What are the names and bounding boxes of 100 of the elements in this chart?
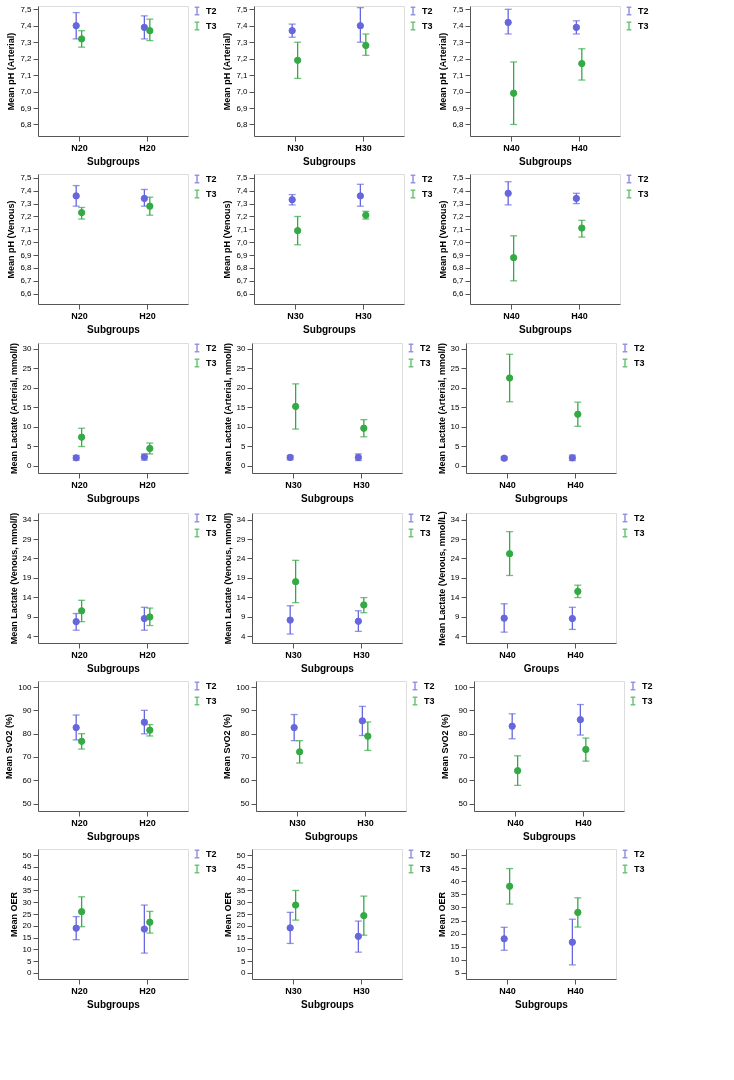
legend-label: T3 — [642, 696, 653, 706]
y-tick-label: 25 — [236, 909, 247, 919]
y-tick-label: 4 — [455, 631, 461, 641]
x-tick-label: H20 — [139, 649, 156, 660]
y-tick-label: 9 — [455, 612, 461, 622]
y-tick-label: 5 — [241, 441, 247, 451]
legend-label: T3 — [206, 528, 217, 538]
x-tick-label: H30 — [353, 479, 370, 490]
legend-label: T3 — [420, 864, 431, 874]
x-axis-title: Subgroups — [303, 155, 357, 167]
y-tick-label: 25 — [236, 363, 247, 373]
y-tick-label: 7,3 — [236, 37, 249, 47]
y-tick-label: 7,2 — [236, 54, 249, 64]
x-axis-title: Subgroups — [87, 155, 141, 167]
x-axis-title: Subgroups — [303, 323, 357, 335]
x-tick-label: H40 — [567, 649, 584, 660]
y-tick-label: 6,7 — [20, 276, 33, 286]
y-tick-label: 24 — [22, 553, 33, 563]
y-tick-label: 5 — [455, 441, 461, 451]
y-tick-label: 4 — [27, 631, 33, 641]
y-tick-label: 0 — [27, 968, 33, 978]
y-axis-title: Mean Lactate (Venous, mmol/l) — [8, 512, 19, 645]
y-tick-label: 15 — [450, 942, 461, 952]
y-tick-label: 7,3 — [20, 37, 33, 47]
y-tick-label: 6,9 — [452, 103, 465, 113]
x-tick-label: N40 — [503, 142, 520, 153]
legend-label: T3 — [206, 189, 217, 199]
x-axis-title: Subgroups — [301, 492, 355, 504]
y-tick-label: 29 — [22, 534, 33, 544]
x-axis-title: Subgroups — [519, 323, 573, 335]
x-tick-label: N40 — [507, 817, 524, 828]
y-tick-label: 7,2 — [20, 54, 33, 64]
y-axis-title: Mean Lactate (Arterial, mmol/l) — [222, 342, 233, 475]
y-tick-label: 0 — [27, 461, 33, 471]
y-tick-label: 7,1 — [452, 224, 465, 234]
y-tick-label: 30 — [22, 344, 33, 354]
legend-label: T2 — [206, 681, 217, 691]
x-tick-label: N20 — [71, 142, 88, 153]
x-tick-label: H40 — [571, 142, 588, 153]
y-axis-title: Mean Lactate (Venous, mmol/L) — [436, 511, 447, 646]
y-tick-label: 7,3 — [452, 199, 465, 209]
y-tick-label: 6,9 — [20, 103, 33, 113]
y-tick-label: 6,9 — [236, 250, 249, 260]
x-tick-label: H20 — [139, 310, 156, 321]
y-axis-title: Mean OER — [222, 891, 233, 938]
y-tick-label: 7,5 — [236, 4, 249, 14]
x-axis-title: Subgroups — [523, 830, 577, 842]
x-tick-label: H40 — [571, 310, 588, 321]
y-tick-label: 70 — [458, 752, 469, 762]
y-tick-label: 25 — [450, 916, 461, 926]
y-tick-label: 10 — [450, 955, 461, 965]
legend-label: T2 — [642, 681, 653, 691]
y-tick-label: 70 — [240, 752, 251, 762]
y-tick-label: 6,8 — [236, 263, 249, 273]
y-axis-title: Mean pH (Venous) — [6, 200, 17, 279]
x-tick-label: N20 — [71, 649, 88, 660]
y-tick-label: 7,4 — [20, 186, 33, 196]
x-axis-title: Subgroups — [305, 830, 359, 842]
x-tick-label: N30 — [285, 649, 302, 660]
y-axis-title: Mean SvO2 (%) — [4, 713, 15, 780]
x-tick-label: N30 — [287, 142, 304, 153]
legend-label: T2 — [206, 849, 217, 859]
y-tick-label: 60 — [458, 775, 469, 785]
y-tick-label: 80 — [458, 729, 469, 739]
y-tick-label: 34 — [22, 515, 33, 525]
x-tick-label: H20 — [139, 817, 156, 828]
y-axis-title: Mean OER — [8, 891, 19, 938]
y-tick-label: 34 — [450, 515, 461, 525]
legend-label: T2 — [422, 174, 433, 184]
y-axis-title: Mean pH (Venous) — [222, 200, 233, 279]
y-tick-label: 45 — [450, 863, 461, 873]
y-tick-label: 5 — [27, 956, 33, 966]
y-tick-label: 6,9 — [452, 250, 465, 260]
y-tick-label: 45 — [236, 862, 247, 872]
x-tick-label: N30 — [285, 985, 302, 996]
y-tick-label: 50 — [450, 850, 461, 860]
y-tick-label: 20 — [450, 929, 461, 939]
y-axis-title: Mean pH (Arterial) — [6, 32, 17, 111]
y-tick-label: 20 — [236, 383, 247, 393]
legend-label: T3 — [422, 21, 433, 31]
x-tick-label: N40 — [499, 985, 516, 996]
legend-label: T2 — [206, 174, 217, 184]
y-tick-label: 35 — [236, 885, 247, 895]
y-tick-label: 30 — [236, 897, 247, 907]
y-tick-label: 7,0 — [236, 237, 249, 247]
x-axis-title: Subgroups — [519, 155, 573, 167]
y-tick-label: 7,2 — [236, 211, 249, 221]
legend-label: T3 — [424, 696, 435, 706]
y-tick-label: 19 — [236, 573, 247, 583]
x-axis-title: Subgroups — [87, 998, 141, 1010]
x-tick-label: H40 — [567, 985, 584, 996]
y-tick-label: 6,7 — [236, 276, 249, 286]
x-tick-label: N30 — [287, 310, 304, 321]
y-tick-label: 7,4 — [20, 21, 33, 31]
y-tick-label: 70 — [22, 752, 33, 762]
y-tick-label: 6,9 — [20, 250, 33, 260]
y-tick-label: 50 — [22, 850, 33, 860]
y-tick-label: 7,5 — [20, 4, 33, 14]
x-tick-label: N20 — [71, 817, 88, 828]
y-axis-title: Mean SvO2 (%) — [440, 713, 451, 780]
